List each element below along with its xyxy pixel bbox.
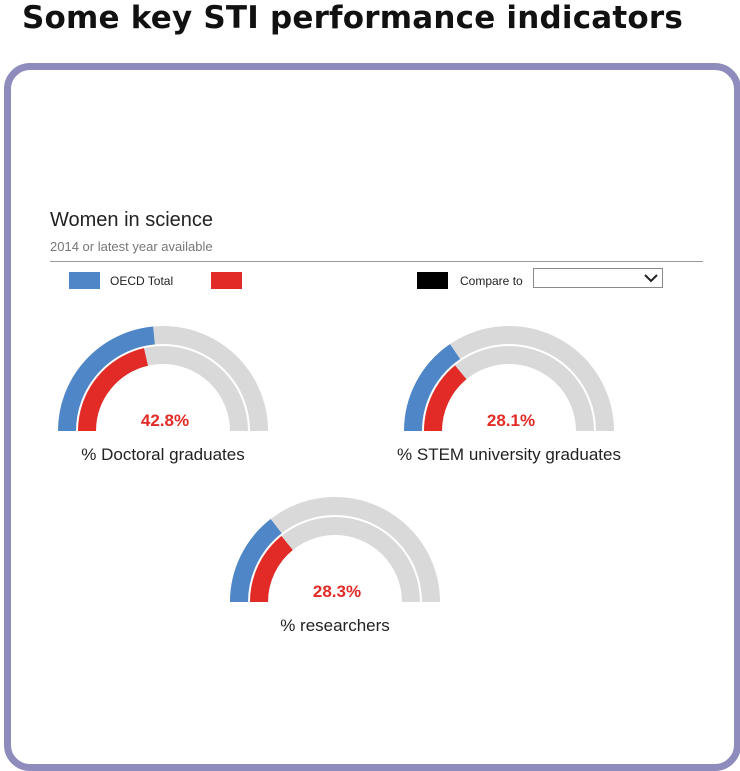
gauge-oecd-arc xyxy=(404,344,461,432)
indicator-panel xyxy=(4,63,740,771)
legend-swatch-oecd xyxy=(69,272,100,289)
gauge-oecd-arc xyxy=(230,519,282,603)
header-divider xyxy=(50,261,703,262)
legend-swatch-country xyxy=(211,272,242,289)
gauge-category-label: % Doctoral graduates xyxy=(81,445,244,464)
gauge-country-arc xyxy=(424,365,467,432)
widget-subtitle: 2014 or latest year available xyxy=(50,239,213,254)
gauge-oecd-arc xyxy=(58,326,156,432)
legend-swatch-compare xyxy=(417,272,448,289)
chevron-down-icon xyxy=(644,274,658,283)
gauge-category-label: % researchers xyxy=(280,616,390,635)
page-title: Some key STI performance indicators xyxy=(22,0,684,36)
compare-to-select[interactable] xyxy=(533,268,663,288)
legend-label-oecd: OECD Total xyxy=(110,274,174,288)
gauge-country-arc xyxy=(250,536,294,603)
gauge-country-arc xyxy=(78,348,149,432)
compare-to-label: Compare to xyxy=(460,274,523,288)
gauge-value-label: 42.8% xyxy=(141,411,189,430)
gauge-value-label: 28.1% xyxy=(487,411,535,430)
gauge-value-label: 28.3% xyxy=(313,582,361,601)
gauge-category-label: % STEM university graduates xyxy=(397,445,621,464)
widget-title: Women in science xyxy=(50,209,214,231)
